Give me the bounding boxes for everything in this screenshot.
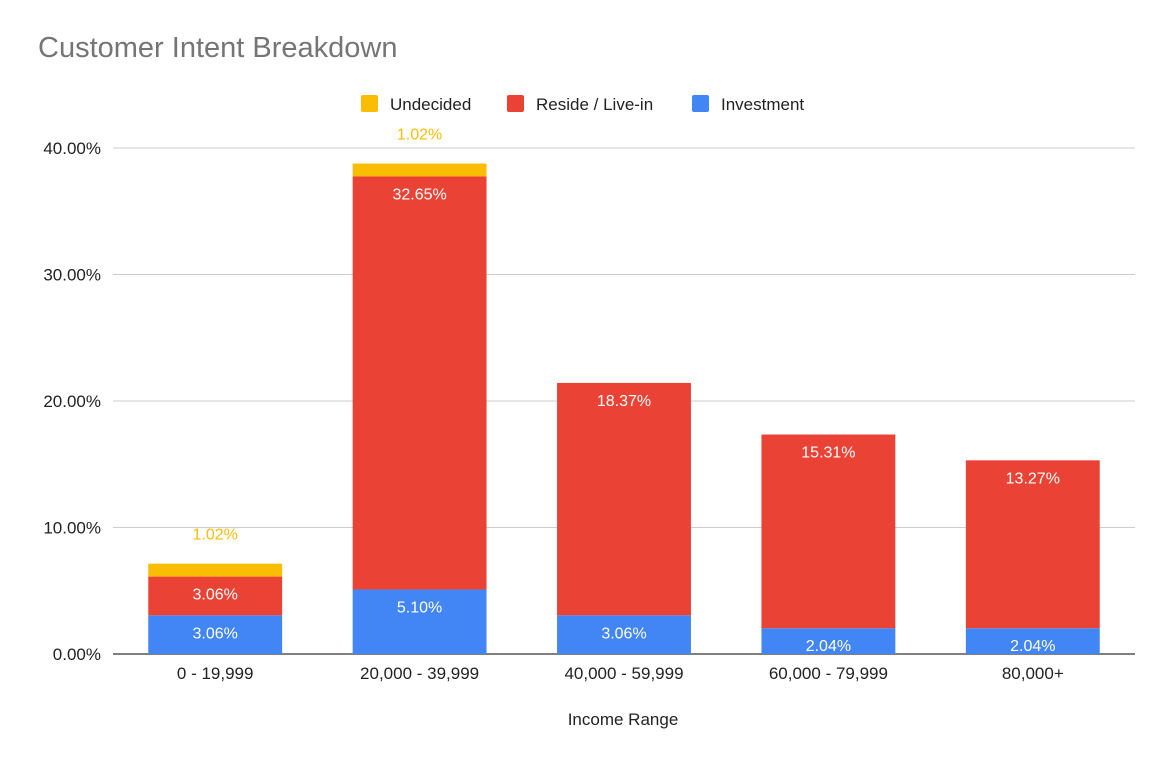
data-label: 32.65%	[392, 186, 446, 203]
bar-segment	[965, 460, 1100, 629]
x-axis-title: Income Range	[568, 710, 679, 729]
bar-segment	[352, 163, 487, 177]
data-label: 5.10%	[397, 599, 442, 616]
chart-title: Customer Intent Breakdown	[38, 32, 398, 64]
legend-swatch	[507, 95, 524, 112]
x-axis-ticks: 0 - 19,999 20,000 - 39,999 40,000 - 59,999…	[177, 664, 1064, 683]
data-label: 2.04%	[1010, 638, 1055, 655]
bar-segment	[761, 434, 896, 629]
y-tick-label: 10.00%	[43, 519, 101, 538]
legend-label: Reside / Live-in	[536, 95, 653, 114]
bar-segment	[148, 576, 283, 616]
y-axis-ticks: 0.00% 10.00% 20.00% 30.00% 40.00%	[43, 139, 101, 664]
legend-swatch	[692, 95, 709, 112]
data-label: 1.02%	[193, 527, 238, 544]
legend-label: Investment	[721, 95, 804, 114]
x-tick-label: 40,000 - 59,999	[564, 664, 683, 683]
x-tick-label: 80,000+	[1002, 664, 1064, 683]
data-label: 18.37%	[597, 393, 651, 410]
bars	[148, 163, 1100, 654]
data-label: 15.31%	[801, 445, 855, 462]
data-labels: 3.06% 3.06% 1.02% 5.10% 32.65% 1.02% 3.06% 18.3…	[193, 127, 1060, 656]
bar-segment	[148, 615, 283, 654]
bar-segment	[352, 589, 487, 654]
legend-label: Undecided	[390, 95, 471, 114]
bar-segment	[965, 628, 1100, 654]
data-label: 1.02%	[397, 127, 442, 144]
y-tick-label: 40.00%	[43, 139, 101, 158]
x-tick-label: 20,000 - 39,999	[360, 664, 479, 683]
x-tick-label: 0 - 19,999	[177, 664, 254, 683]
x-tick-label: 60,000 - 79,999	[769, 664, 888, 683]
y-tick-label: 20.00%	[43, 392, 101, 411]
legend: Undecided Reside / Live-in Investment	[361, 95, 804, 114]
legend-swatch	[361, 95, 378, 112]
bar-segment	[761, 628, 896, 654]
data-label: 13.27%	[1006, 470, 1060, 487]
data-label: 2.04%	[806, 638, 851, 655]
bar-segment	[352, 176, 487, 590]
data-label: 3.06%	[193, 625, 238, 642]
bar-segment	[148, 563, 283, 577]
y-tick-label: 30.00%	[43, 266, 101, 285]
data-label: 3.06%	[601, 625, 646, 642]
bar-segment	[557, 615, 691, 654]
bar-segment	[557, 382, 691, 616]
y-tick-label: 0.00%	[53, 645, 101, 664]
data-label: 3.06%	[193, 587, 238, 604]
